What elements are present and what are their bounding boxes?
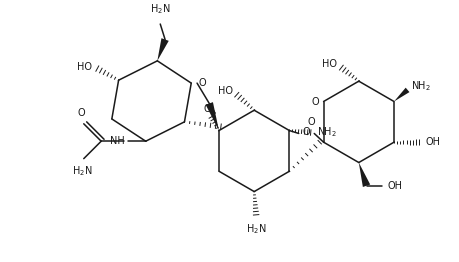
Text: NH$_2$: NH$_2$ [411,79,431,93]
Text: OH: OH [425,137,440,147]
Text: O: O [311,96,319,107]
Text: H$_2$N: H$_2$N [72,165,92,178]
Text: O: O [302,127,310,137]
Text: O: O [78,108,86,118]
Text: NH: NH [110,136,124,146]
Text: O: O [203,104,211,114]
Text: OH: OH [388,181,403,191]
Text: HO: HO [78,62,92,72]
Text: O: O [198,78,206,88]
Text: HO: HO [323,59,337,69]
Text: HO: HO [218,86,233,96]
Polygon shape [394,88,409,101]
Polygon shape [157,38,169,61]
Polygon shape [206,102,219,130]
Text: O: O [307,117,315,127]
Text: H$_2$N: H$_2$N [246,222,266,236]
Polygon shape [359,162,370,187]
Text: H$_2$N: H$_2$N [150,2,170,16]
Text: NH$_2$: NH$_2$ [317,125,336,139]
